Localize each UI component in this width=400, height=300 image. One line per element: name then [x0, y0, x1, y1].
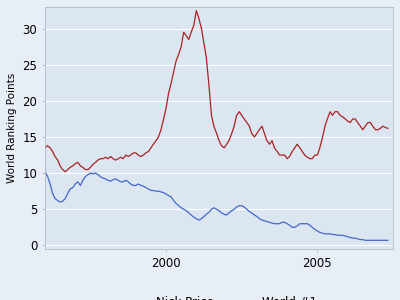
World #1 — [199, 27, 204, 30]
World #1 — [386, 127, 390, 130]
World #1 — [171, 70, 176, 74]
Nick Price — [90, 172, 95, 176]
World #1 — [43, 146, 48, 150]
Nick Price — [308, 224, 312, 227]
Nick Price — [363, 238, 368, 242]
World #1 — [194, 9, 199, 12]
World #1 — [164, 106, 168, 110]
World #1 — [260, 124, 264, 128]
World #1 — [312, 153, 317, 157]
World #1 — [63, 170, 68, 173]
World #1 — [93, 160, 98, 164]
Y-axis label: World Ranking Points: World Ranking Points — [7, 73, 17, 183]
Line: Nick Price: Nick Price — [45, 172, 388, 240]
Nick Price — [386, 238, 390, 242]
Nick Price — [194, 217, 199, 220]
Nick Price — [161, 191, 166, 194]
Nick Price — [43, 170, 48, 173]
Nick Price — [254, 215, 259, 218]
Nick Price — [169, 195, 174, 199]
Legend: Nick Price, World #1: Nick Price, World #1 — [116, 291, 322, 300]
Line: World #1: World #1 — [45, 11, 388, 172]
